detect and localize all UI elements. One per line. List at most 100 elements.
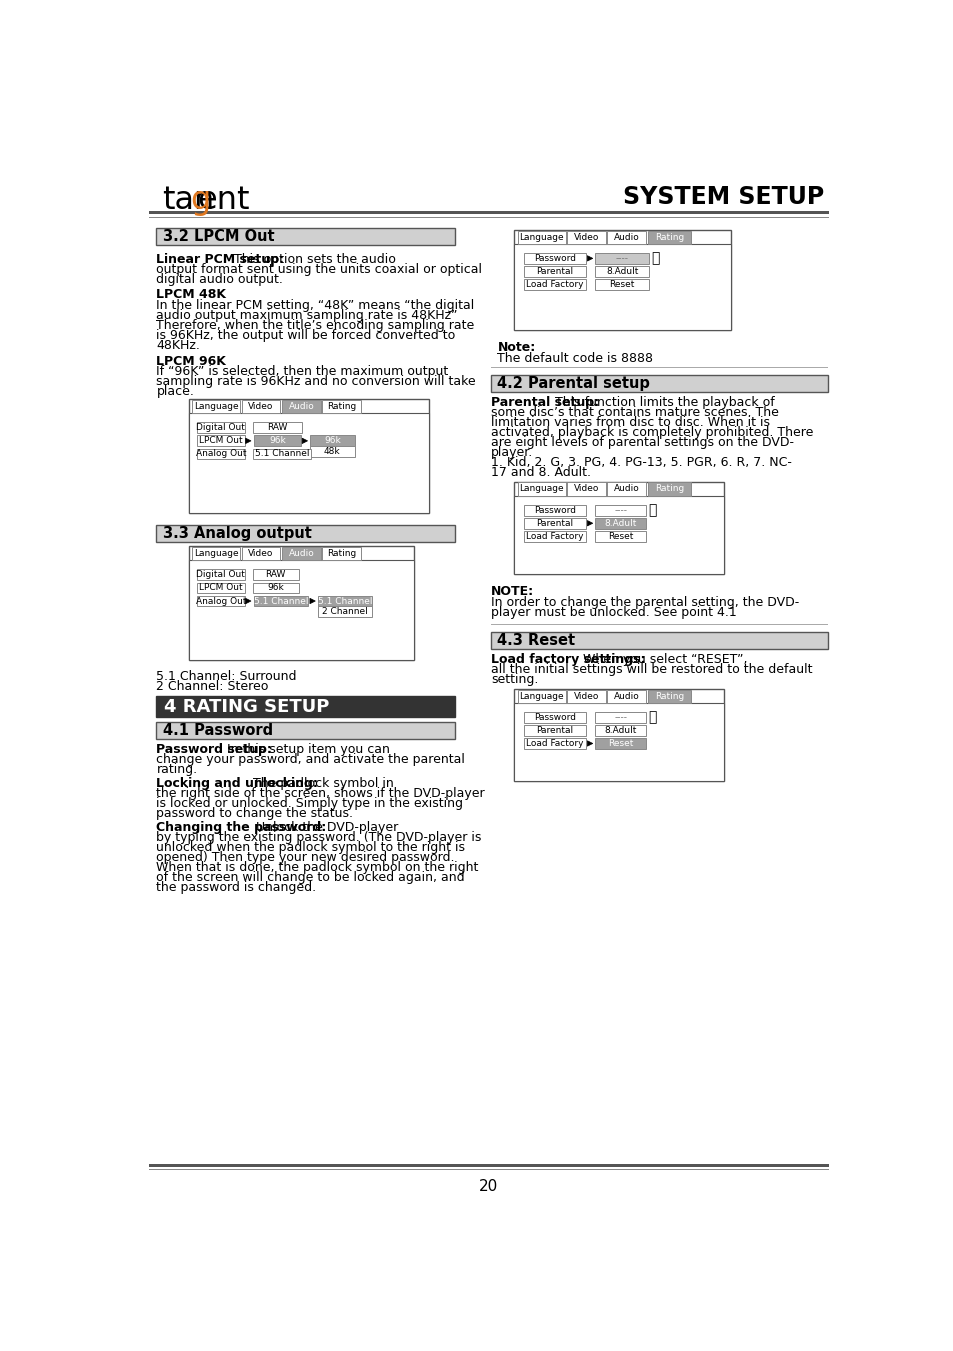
Bar xyxy=(253,449,311,459)
Text: Load factory settings:: Load factory settings: xyxy=(491,654,645,666)
Bar xyxy=(595,517,645,528)
Bar xyxy=(517,231,565,243)
Bar xyxy=(607,482,645,496)
Polygon shape xyxy=(587,255,592,261)
Bar xyxy=(189,561,414,661)
Bar xyxy=(607,231,645,243)
Bar xyxy=(514,496,723,574)
Text: 1. Kid, 2. G, 3. PG, 4. PG-13, 5. PGR, 6. R, 7. NC-: 1. Kid, 2. G, 3. PG, 4. PG-13, 5. PGR, 6… xyxy=(491,457,791,469)
Text: ----: ---- xyxy=(614,713,626,721)
Text: Analog Out: Analog Out xyxy=(195,597,246,605)
Text: Parental: Parental xyxy=(536,267,573,276)
Text: In the linear PCM setting, “48K” means “the digital: In the linear PCM setting, “48K” means “… xyxy=(156,299,475,312)
Bar xyxy=(595,712,645,723)
Bar xyxy=(514,482,723,574)
Text: Rating: Rating xyxy=(327,403,355,411)
Bar xyxy=(156,524,455,542)
Text: LPCM Out: LPCM Out xyxy=(199,584,242,593)
Text: Rating: Rating xyxy=(654,692,683,701)
Text: If “96K” is selected, then the maximum output: If “96K” is selected, then the maximum o… xyxy=(156,365,448,378)
Text: setting.: setting. xyxy=(491,673,538,686)
Text: the right side of the screen, shows if the DVD-player: the right side of the screen, shows if t… xyxy=(156,788,484,800)
Text: Password setup:: Password setup: xyxy=(156,743,272,757)
Bar xyxy=(317,607,372,617)
Text: Changing the password:: Changing the password: xyxy=(156,821,326,834)
Text: ----: ---- xyxy=(614,505,626,515)
Bar xyxy=(595,266,649,277)
Text: Audio: Audio xyxy=(614,232,639,242)
Bar xyxy=(192,547,240,561)
Text: unlocked when the padlock symbol to the right is: unlocked when the padlock symbol to the … xyxy=(156,842,465,854)
Text: Load Factory: Load Factory xyxy=(525,739,583,748)
Bar xyxy=(491,374,827,392)
Bar xyxy=(595,725,645,736)
Bar xyxy=(514,689,723,781)
Bar xyxy=(567,689,605,703)
Bar xyxy=(647,482,691,496)
Text: LPCM 48K: LPCM 48K xyxy=(156,288,226,301)
Bar xyxy=(523,712,585,723)
Text: the password is changed.: the password is changed. xyxy=(156,881,316,894)
Text: is locked or unlocked. Simply type in the existing: is locked or unlocked. Simply type in th… xyxy=(156,797,463,811)
Text: Password: Password xyxy=(534,254,576,263)
Text: Video: Video xyxy=(248,549,274,558)
Bar xyxy=(156,696,455,717)
Bar xyxy=(196,596,245,607)
Text: Locking and unlocking:: Locking and unlocking: xyxy=(156,777,318,790)
Text: rating.: rating. xyxy=(156,763,197,777)
Text: Password: Password xyxy=(534,713,576,721)
Text: Digital Out: Digital Out xyxy=(196,570,245,580)
Text: 96k: 96k xyxy=(324,436,340,446)
Bar xyxy=(517,482,565,496)
Text: 48KHz.: 48KHz. xyxy=(156,339,200,353)
Bar xyxy=(241,547,280,561)
Text: 4 RATING SETUP: 4 RATING SETUP xyxy=(164,697,329,716)
Polygon shape xyxy=(310,598,315,604)
Text: ent: ent xyxy=(197,185,250,216)
Text: In order to change the parental setting, the DVD-: In order to change the parental setting,… xyxy=(491,596,799,609)
Bar xyxy=(595,531,645,542)
Text: change your password, and activate the parental: change your password, and activate the p… xyxy=(156,754,465,766)
Text: Parental setup:: Parental setup: xyxy=(491,396,598,409)
Text: Parental: Parental xyxy=(536,725,573,735)
Text: Language: Language xyxy=(193,403,238,411)
Text: NOTE:: NOTE: xyxy=(491,585,534,598)
Text: RAW: RAW xyxy=(265,570,286,580)
Bar xyxy=(189,400,429,513)
Text: 3.3 Analog output: 3.3 Analog output xyxy=(162,526,312,540)
Text: 96k: 96k xyxy=(267,584,284,593)
Bar xyxy=(196,435,245,446)
Bar xyxy=(595,505,645,516)
Text: This option sets the audio: This option sets the audio xyxy=(233,253,395,266)
Bar xyxy=(567,231,605,243)
Text: activated, playback is completely prohibited. There: activated, playback is completely prohib… xyxy=(491,426,813,439)
Polygon shape xyxy=(245,438,251,443)
Bar xyxy=(567,482,605,496)
Bar xyxy=(196,449,245,459)
Text: 8.Adult: 8.Adult xyxy=(604,725,637,735)
Text: When that is done, the padlock symbol on the right: When that is done, the padlock symbol on… xyxy=(156,862,478,874)
Bar xyxy=(595,253,649,263)
Text: Therefore, when the title’s encoding sampling rate: Therefore, when the title’s encoding sam… xyxy=(156,319,475,332)
Text: 3.2 LPCM Out: 3.2 LPCM Out xyxy=(162,228,274,243)
Bar xyxy=(253,570,298,580)
Text: Language: Language xyxy=(518,692,563,701)
Bar xyxy=(523,266,585,277)
Bar xyxy=(192,400,240,413)
Text: LPCM Out: LPCM Out xyxy=(199,436,242,446)
Text: Audio: Audio xyxy=(614,692,639,701)
Text: are eight levels of parental settings on the DVD-: are eight levels of parental settings on… xyxy=(491,436,794,450)
Text: password to change the status.: password to change the status. xyxy=(156,808,353,820)
Bar xyxy=(517,689,565,703)
Text: 20: 20 xyxy=(478,1178,498,1194)
Text: 96k: 96k xyxy=(269,436,286,446)
Text: Load Factory: Load Factory xyxy=(525,532,583,540)
Text: Reset: Reset xyxy=(607,532,633,540)
Text: Audio: Audio xyxy=(614,485,639,493)
Text: In this setup item you can: In this setup item you can xyxy=(227,743,390,757)
Text: digital audio output.: digital audio output. xyxy=(156,273,283,286)
Text: some disc’s that contains mature scenes. The: some disc’s that contains mature scenes.… xyxy=(491,407,779,419)
Text: Load Factory: Load Factory xyxy=(525,280,583,289)
Text: SYSTEM SETUP: SYSTEM SETUP xyxy=(622,185,823,209)
Bar xyxy=(322,400,360,413)
